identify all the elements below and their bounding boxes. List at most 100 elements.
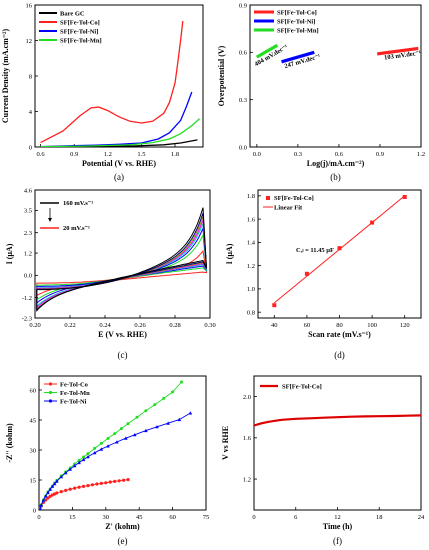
- y-tick-label: -1.2: [22, 295, 32, 302]
- data-point: [43, 494, 48, 498]
- data-point: [55, 491, 59, 495]
- data-point: [50, 484, 55, 488]
- legend-label: SF[Fe-Tol-Co]: [60, 20, 100, 27]
- data-point: [177, 417, 182, 422]
- panel-caption: (a): [114, 172, 124, 182]
- data-point: [126, 422, 130, 426]
- data-point: [153, 403, 157, 407]
- y-tick-label: 1.6: [243, 435, 252, 442]
- data-point: [135, 415, 139, 419]
- x-tick-label: 0.24: [99, 322, 111, 329]
- data-point: [39, 507, 42, 510]
- legend-label: SF[Fe-Tol-Mn]: [277, 28, 319, 35]
- legend-marker: [48, 390, 53, 395]
- data-point: [73, 486, 77, 490]
- data-point: [304, 271, 309, 276]
- nyquist-line: [39, 412, 191, 510]
- x-axis-label: Scan rate (mV.s⁻¹): [308, 330, 371, 339]
- y-tick-label: 0.6: [239, 50, 248, 57]
- x-tick-label: 75: [203, 514, 210, 521]
- data-point: [370, 220, 375, 225]
- y-tick-label: 60: [30, 387, 37, 394]
- cv-cycle: [36, 207, 207, 312]
- legend-marker: [48, 382, 53, 386]
- legend-marker: [48, 399, 53, 403]
- x-tick-label: 0.22: [64, 322, 75, 329]
- y-tick-label: 1.8: [247, 193, 255, 200]
- data-point: [81, 484, 86, 488]
- y-axis-label: Overpotential (V): [217, 45, 226, 106]
- x-tick-label: 60: [169, 514, 176, 521]
- data-point: [93, 446, 97, 450]
- chart-panel-e: 0 15 30 45 60 75 0 15 30 45 60 Z' (kohm) -Z'' (kohm)…: [5, 375, 210, 546]
- x-tick-label: 45: [136, 514, 143, 521]
- legend-label: SF[Fe-Tol-Ni]: [277, 19, 315, 26]
- y-tick-label: 0: [33, 507, 36, 514]
- y-tick-label: -2.3: [22, 315, 32, 322]
- legend-label: Fe-Tol-Ni: [60, 398, 87, 405]
- data-point: [77, 458, 81, 462]
- plot-area: [36, 207, 208, 312]
- data-point: [77, 485, 81, 489]
- y-tick-label: 0: [29, 144, 32, 151]
- data-point: [46, 490, 50, 495]
- y-tick-label: 0.3: [239, 97, 247, 104]
- data-point: [77, 460, 81, 465]
- panel-caption: (d): [334, 350, 345, 360]
- y-axis-label: I (μA): [225, 243, 234, 264]
- data-point: [59, 475, 64, 479]
- x-tick-label: 15: [69, 514, 76, 521]
- y-tick-label: 1.4: [247, 240, 256, 247]
- data-point: [122, 478, 126, 482]
- x-tick-label: 1.8: [171, 151, 179, 158]
- plot-area: [254, 414, 421, 427]
- data-point: [113, 479, 117, 483]
- data-point: [106, 444, 110, 448]
- data-point: [81, 457, 86, 462]
- data-point: [119, 427, 123, 431]
- x-tick-label: 0.9: [376, 151, 384, 158]
- data-point: [124, 436, 128, 440]
- panel-caption: (f): [333, 536, 342, 546]
- y-axis-label: -Z'' (kohm): [5, 423, 14, 463]
- data-point: [86, 455, 90, 459]
- plot-frame: [38, 375, 207, 511]
- legend-label: SF[Fe-Tol-Co]: [274, 195, 314, 202]
- data-point: [155, 425, 159, 429]
- x-tick-label: 60: [304, 322, 311, 329]
- x-tick-label: 1.2: [104, 151, 112, 158]
- data-point: [90, 483, 95, 487]
- data-point: [55, 479, 59, 483]
- data-point: [92, 451, 97, 455]
- y-tick-label: 15: [30, 477, 37, 484]
- series-line: [254, 414, 421, 427]
- x-tick-label: 30: [103, 514, 110, 521]
- y-tick-label: 0.0: [239, 144, 247, 151]
- x-tick-label: 0.20: [29, 322, 40, 329]
- chart-panel-f: 0 6 12 18 24 1.2 1.6 2.0 Time (h) V vs RHE (f) SF[F…: [221, 375, 425, 546]
- plot-area: [272, 194, 407, 308]
- data-point: [402, 194, 407, 199]
- y-tick-label: 30: [30, 447, 37, 454]
- series-line: [40, 20, 184, 144]
- x-tick-label: 0.3: [294, 151, 302, 158]
- x-tick-label: 0.0: [253, 151, 261, 158]
- plot-area: [255, 43, 419, 64]
- y-tick-label: 0.0: [24, 273, 32, 280]
- plot-frame: [253, 375, 422, 511]
- x-tick-label: 1.5: [137, 151, 145, 158]
- x-tick-label: 0: [252, 514, 255, 521]
- data-point: [99, 447, 104, 451]
- data-point: [82, 455, 86, 459]
- data-point: [272, 303, 277, 308]
- data-point: [144, 409, 148, 413]
- cv-cycle: [36, 226, 208, 305]
- data-point: [171, 390, 175, 394]
- data-point: [132, 433, 137, 437]
- data-point: [68, 467, 72, 471]
- chart-panel-c: 0.20 0.22 0.24 0.26 0.28 0.30 -2.3 -1.2 0.0 1.2 2.…: [5, 187, 216, 360]
- x-tick-label: 80: [336, 322, 343, 329]
- cv-cycle: [36, 219, 207, 309]
- x-tick-label: 18: [376, 514, 383, 521]
- y-tick-label: 1.0: [247, 286, 255, 293]
